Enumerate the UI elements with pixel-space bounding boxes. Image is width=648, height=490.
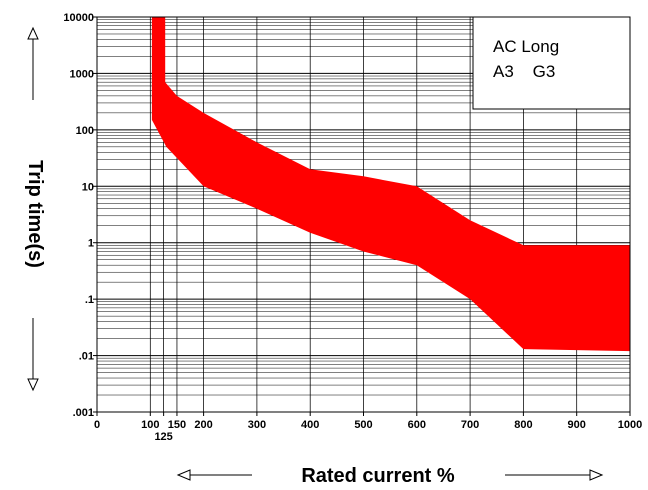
x-tick-label: 400	[301, 419, 319, 431]
y-arrow-up-icon	[27, 26, 39, 40]
x-axis-title-group: Rated current %	[176, 465, 604, 487]
y-axis-title: Trip time(s)	[24, 160, 46, 268]
x-tick-label: 150	[168, 419, 186, 431]
y-tick-labels: .001 .01 .1 1 10 100 1000 10000	[63, 12, 97, 419]
x-tick-label: 500	[354, 419, 372, 431]
x-tick-label: 1000	[618, 419, 642, 431]
legend-box: AC Long A3 G3	[472, 16, 631, 110]
x-arrow-left-icon	[176, 469, 191, 481]
trip-time-band	[151, 17, 630, 352]
x-tick-label: 900	[568, 419, 586, 431]
y-arrow-down-icon	[27, 378, 39, 392]
legend-line-1: AC Long	[493, 37, 559, 56]
y-tick-label: .01	[79, 351, 94, 363]
y-tick-label: 1000	[70, 68, 94, 80]
y-tick-label: .1	[85, 294, 94, 306]
x-tick-label: 600	[408, 419, 426, 431]
y-tick-label: 100	[76, 125, 94, 137]
x-tick-label: 700	[461, 419, 479, 431]
x-tick-label: 125	[154, 431, 172, 443]
y-tick-label: 1	[88, 238, 94, 250]
x-tick-label: 100	[141, 419, 159, 431]
x-tick-label: 200	[194, 419, 212, 431]
x-tick-label: 0	[94, 419, 100, 431]
x-tick-label: 800	[514, 419, 532, 431]
y-tick-label: 10000	[63, 12, 94, 24]
y-tick-label: 10	[82, 181, 94, 193]
legend-frame	[472, 16, 631, 110]
x-tick-label: 300	[248, 419, 266, 431]
legend-line-2: A3 G3	[493, 62, 555, 81]
y-tick-label: .001	[73, 407, 94, 419]
x-arrow-right-icon	[589, 469, 604, 481]
y-axis-title-group: Trip time(s)	[24, 26, 46, 392]
x-axis-title: Rated current %	[301, 465, 455, 487]
